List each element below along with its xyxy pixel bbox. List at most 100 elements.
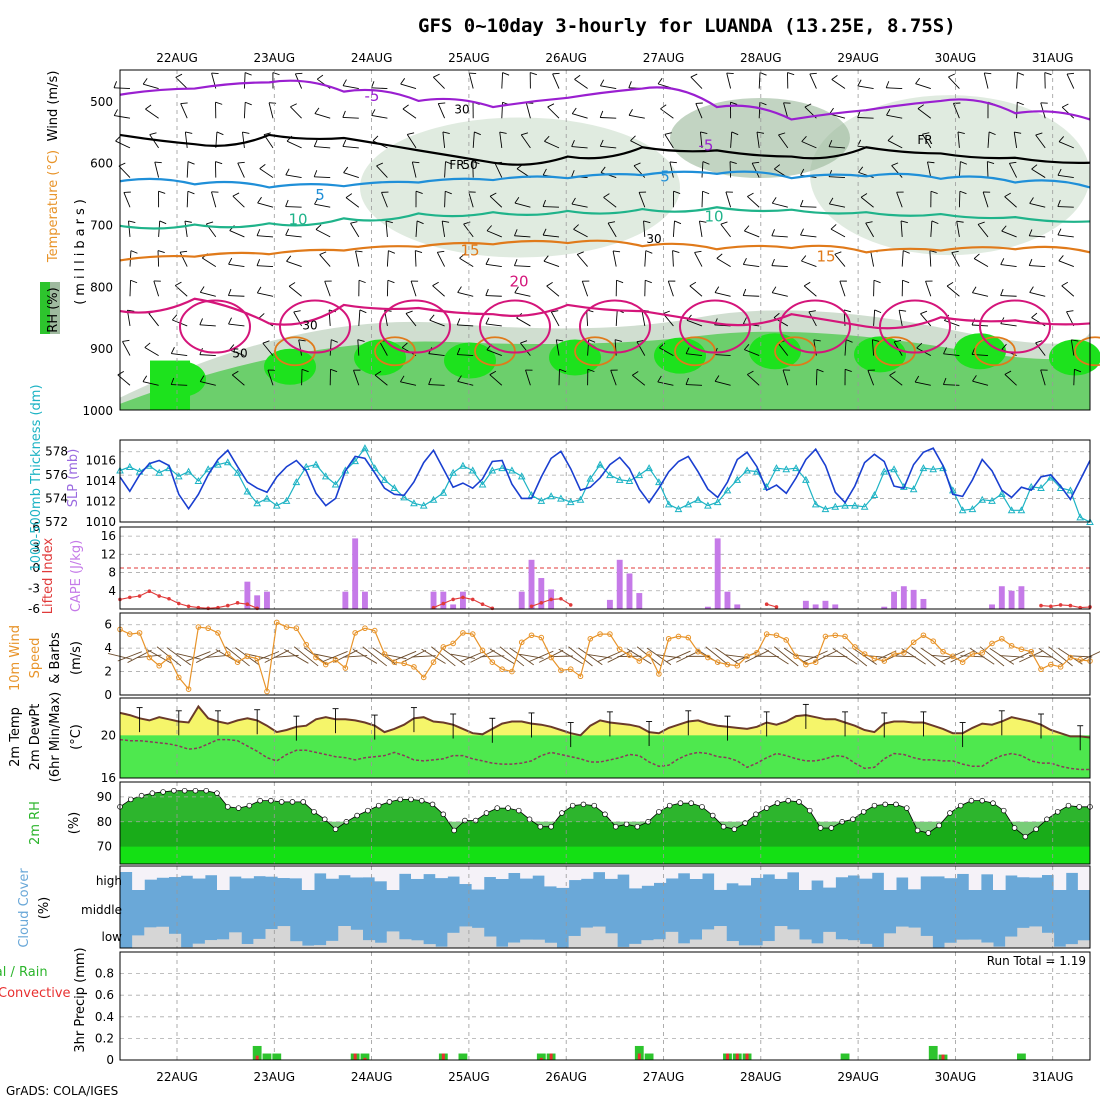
cape-lifted-index-panel: 6 3 0 -3 -6 4 8 12 16 <box>28 520 1092 616</box>
li-point <box>255 606 259 611</box>
wind-barb <box>1040 369 1046 386</box>
wind-barb <box>186 161 189 178</box>
wind-barb-flag <box>145 104 152 110</box>
wind-barb <box>689 285 703 297</box>
rh2m-point <box>268 797 274 804</box>
wind-barb <box>743 295 760 297</box>
wind-barb <box>1000 323 1017 327</box>
thickness-point <box>390 483 399 492</box>
cape-bar <box>636 593 643 609</box>
temp-label-b: 2m DewPt <box>28 704 43 771</box>
wind-barb <box>701 191 704 208</box>
wind-barb <box>444 191 446 208</box>
wind-barb-flag <box>486 225 493 232</box>
wind-barb-flag <box>316 74 324 80</box>
wind-barb-flag <box>1044 72 1052 76</box>
wind-barb-flag <box>756 131 764 134</box>
wind10m-point <box>989 640 995 647</box>
wind10m-point <box>930 638 937 644</box>
rh2m-70-band <box>120 846 1090 864</box>
wind-barb-flag <box>228 317 232 325</box>
wind-barb-flag <box>180 102 188 105</box>
rh-90-core <box>854 336 906 373</box>
wind-barb <box>257 202 274 208</box>
rh2m-point <box>947 810 953 816</box>
cape-bar <box>254 595 261 609</box>
clear-sky-cell <box>968 866 982 890</box>
wind-barb <box>930 220 933 237</box>
wind10m-point <box>499 666 505 673</box>
precip-bar <box>928 1045 938 1060</box>
wind-barb <box>290 106 302 119</box>
wind-barb <box>1058 260 1074 268</box>
wind10m-point <box>254 655 260 662</box>
wind-barb <box>1058 141 1074 149</box>
wind-barb-flag <box>917 104 925 110</box>
convective-bar <box>255 1055 259 1060</box>
li-point <box>176 601 181 606</box>
low-cloud-cell <box>980 942 994 948</box>
low-cloud-cell <box>314 945 327 948</box>
li-point <box>480 602 485 607</box>
wind10m-point <box>881 658 888 664</box>
convective-bar <box>549 1053 553 1060</box>
clear-sky-cell <box>944 866 958 879</box>
isotherm-label: 20 <box>509 272 528 290</box>
thickness-point <box>419 501 428 509</box>
wind-barb-flag <box>1014 131 1022 134</box>
rh2m-point <box>968 797 975 804</box>
date-label-top: 23AUG <box>254 51 296 65</box>
wind-barb <box>929 250 932 267</box>
wind-barb <box>778 134 789 149</box>
wind10m-barb <box>166 647 192 666</box>
wind-barb <box>659 347 674 356</box>
wind-barb-flag <box>886 108 891 116</box>
wind-barb <box>314 146 331 149</box>
thickness-point <box>204 465 213 473</box>
cape-bar <box>900 586 907 609</box>
wind-barb-flag <box>290 103 297 108</box>
rh2m-label-a: 2m RH <box>28 801 43 845</box>
wind-barb-flag <box>657 77 663 85</box>
wind-barb <box>829 203 846 208</box>
wind-barb-flag <box>1057 168 1062 176</box>
slp-tick: 1010 <box>85 515 116 529</box>
isotherm-label: FR <box>917 133 932 147</box>
thickness-point <box>361 444 369 452</box>
wind-barb-flag <box>1029 286 1034 293</box>
wind-barb <box>514 235 531 238</box>
rh2m-point <box>774 800 781 806</box>
clear-sky-cell <box>398 866 412 874</box>
clear-sky-cell <box>192 866 206 879</box>
wind-barb <box>145 108 159 119</box>
wind-barb-flag <box>547 103 555 108</box>
wind-barb <box>1066 73 1075 89</box>
wind-barb-flag <box>1029 197 1034 204</box>
cape-bar <box>881 606 888 609</box>
rh-label: 30 <box>302 319 317 333</box>
wind10m-point <box>489 659 496 666</box>
thickness-point <box>723 486 732 494</box>
wind-barb <box>922 134 932 149</box>
rh2m-point <box>882 801 888 808</box>
thickness-point <box>547 492 555 500</box>
wind-barb <box>525 369 531 386</box>
wind-barb-flag <box>752 161 760 164</box>
rh2m-point <box>171 787 177 794</box>
wind-barb <box>695 103 703 119</box>
wind-barb-flag <box>313 139 318 147</box>
cloud-cover-panel: high middle low <box>81 865 1091 949</box>
wind-barb-flag <box>1057 199 1061 207</box>
wind-barb <box>1070 339 1075 356</box>
thickness-point <box>870 491 879 499</box>
wind-barb-flag <box>542 228 547 236</box>
wind-barb-flag <box>899 309 907 312</box>
precip-bar <box>262 1053 272 1060</box>
thickness-point <box>919 464 928 472</box>
wind-barb-flag <box>415 250 423 253</box>
wind10m-point <box>313 654 319 661</box>
low-cloud-cell <box>677 943 691 948</box>
cape-axis-label: CAPE (J/kg) <box>69 540 84 612</box>
low-cloud-cell <box>702 929 715 948</box>
isotherm-line <box>119 297 1091 330</box>
